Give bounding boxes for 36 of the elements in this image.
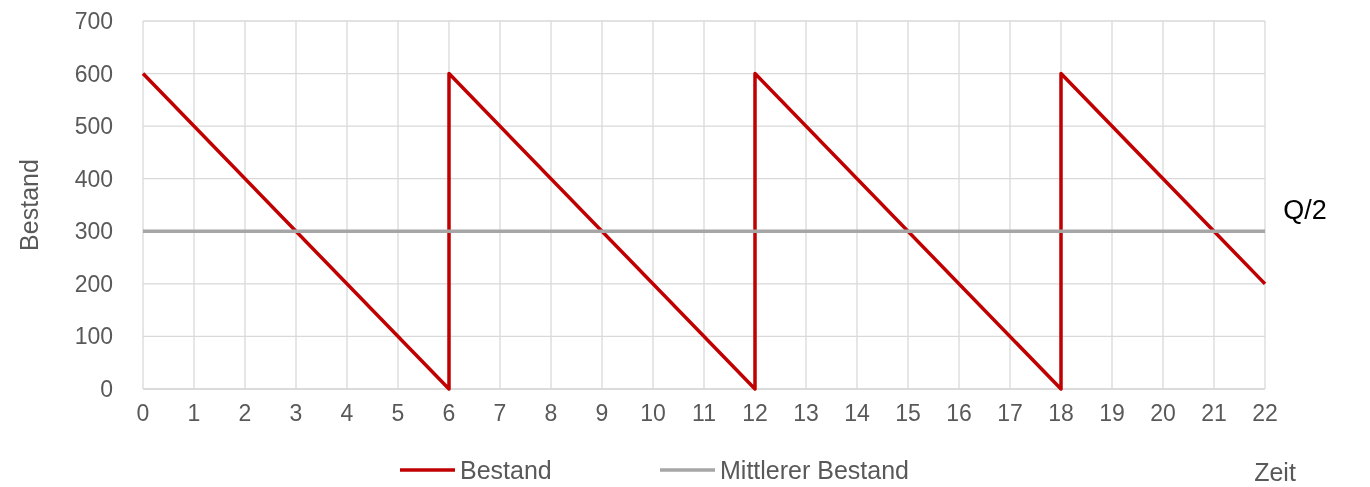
y-tick-label: 600 [74,60,113,87]
x-tick-label: 9 [595,400,609,426]
legend-label: Mittlerer Bestand [720,456,909,484]
y-tick-label: 0 [100,376,113,402]
x-tick-label: 19 [1099,400,1125,426]
x-tick-label: 20 [1150,400,1176,426]
x-tick-label: 3 [289,400,303,426]
x-axis-title: Zeit [1254,458,1296,486]
x-tick-label: 5 [391,400,405,426]
y-tick-label: 500 [74,113,113,140]
y-tick-label: 200 [74,270,113,297]
y-tick-label: 400 [74,165,113,192]
x-tick-label: 18 [1048,400,1074,426]
x-tick-label: 14 [844,400,870,426]
annotation: Q/2 [1283,195,1327,226]
legend-label: Bestand [460,456,552,484]
x-tick-label: 12 [742,400,768,426]
x-tick-label: 4 [340,400,354,426]
y-tick-label: 700 [74,8,113,34]
x-tick-label: 16 [946,400,972,426]
x-tick-label: 21 [1201,400,1227,426]
x-tick-label: 8 [544,400,558,426]
x-tick-label: 7 [493,400,507,426]
y-tick-label: 300 [74,218,113,245]
y-axis-title: Bestand [15,159,43,251]
x-tick-label: 13 [793,400,819,426]
x-tick-label: 0 [136,400,150,426]
x-tick-label: 17 [997,400,1023,426]
x-tick-label: 10 [640,400,666,426]
y-tick-label: 100 [74,323,113,350]
x-tick-label: 22 [1252,400,1278,426]
x-tick-label: 6 [442,400,456,426]
x-tick-label: 2 [238,400,252,426]
x-tick-label: 15 [895,400,921,426]
x-tick-label: 1 [187,400,201,426]
x-tick-label: 11 [692,400,716,426]
